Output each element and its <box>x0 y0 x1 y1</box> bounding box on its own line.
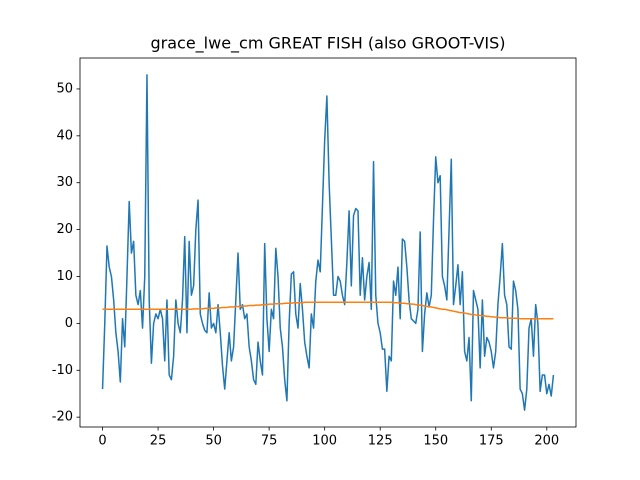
y-tick-label: 50 <box>56 81 73 96</box>
x-tick-label: 25 <box>150 434 167 449</box>
y-tick-label: 10 <box>56 269 73 284</box>
x-tick-label: 125 <box>368 434 393 449</box>
y-tick-label: 40 <box>56 128 73 143</box>
axes-frame <box>79 57 577 428</box>
x-tick-label: 175 <box>479 434 504 449</box>
chart-title: grace_lwe_cm GREAT FISH (also GROOT-VIS) <box>150 34 505 54</box>
x-tick-label: 0 <box>98 434 106 449</box>
y-tick-label: -20 <box>52 410 73 425</box>
x-tick-label: 150 <box>423 434 448 449</box>
x-tick-label: 50 <box>205 434 222 449</box>
y-tick-label: -10 <box>52 363 73 378</box>
x-tick-label: 200 <box>534 434 559 449</box>
y-tick-label: 0 <box>65 316 73 331</box>
y-tick-label: 20 <box>56 222 73 237</box>
x-tick-label: 100 <box>312 434 337 449</box>
line-series <box>102 301 554 320</box>
x-tick-label: 75 <box>261 434 278 449</box>
y-tick-label: 30 <box>56 175 73 190</box>
line-series <box>101 74 555 411</box>
